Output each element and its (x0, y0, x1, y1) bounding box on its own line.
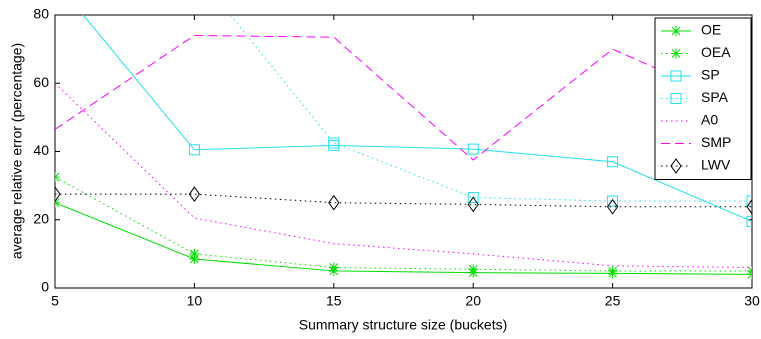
series-line (55, 202, 752, 275)
legend-label: SPA (701, 89, 729, 105)
series-line (55, 34, 752, 161)
marker (55, 186, 61, 203)
legend-label: LWV (701, 157, 731, 173)
y-tick-label: 0 (41, 279, 49, 295)
y-tick-label: 60 (33, 74, 49, 90)
marker (467, 196, 479, 213)
x-tick-label: 15 (326, 293, 342, 309)
series-line (55, 82, 752, 269)
marker (670, 93, 682, 104)
marker (607, 195, 619, 207)
marker (189, 248, 200, 259)
legend-label: SP (701, 67, 720, 83)
plot-area (55, 15, 752, 280)
legend-label: SMP (701, 134, 731, 150)
marker (606, 198, 619, 215)
marker (607, 265, 618, 276)
marker (468, 264, 479, 275)
marker (467, 143, 479, 155)
marker (189, 253, 200, 264)
y-tick-label: 40 (33, 142, 49, 158)
marker (188, 144, 200, 156)
y-axis-label: average relative error (percentage) (9, 43, 25, 259)
x-tick-label: 10 (187, 293, 203, 309)
x-tick-label: 5 (51, 293, 59, 309)
x-tick-label: 20 (465, 293, 481, 309)
legend-label: OEA (701, 44, 731, 60)
marker (328, 137, 340, 149)
marker (746, 215, 752, 227)
marker (670, 158, 682, 174)
series-line (55, 176, 752, 272)
series-line (55, 193, 752, 208)
marker (670, 70, 682, 82)
series-line (82, 15, 752, 222)
x-tick-label: 30 (744, 293, 760, 309)
marker (607, 156, 619, 168)
marker (188, 186, 201, 203)
legend-label: OE (701, 22, 721, 38)
marker (671, 26, 681, 36)
marker (55, 172, 60, 183)
marker (328, 262, 339, 273)
x-tick-label: 25 (605, 293, 621, 309)
plot-frame (54, 14, 753, 289)
y-tick-label: 20 (33, 210, 49, 226)
legend-label: A0 (701, 112, 718, 128)
marker (55, 197, 60, 208)
y-tick-label: 80 (33, 6, 49, 22)
series-line (229, 15, 752, 202)
marker (671, 48, 681, 59)
marker (467, 192, 479, 204)
marker (328, 194, 340, 211)
marker (746, 195, 752, 207)
marker (746, 198, 752, 215)
x-axis-label: Summary structure size (buckets) (299, 317, 508, 333)
